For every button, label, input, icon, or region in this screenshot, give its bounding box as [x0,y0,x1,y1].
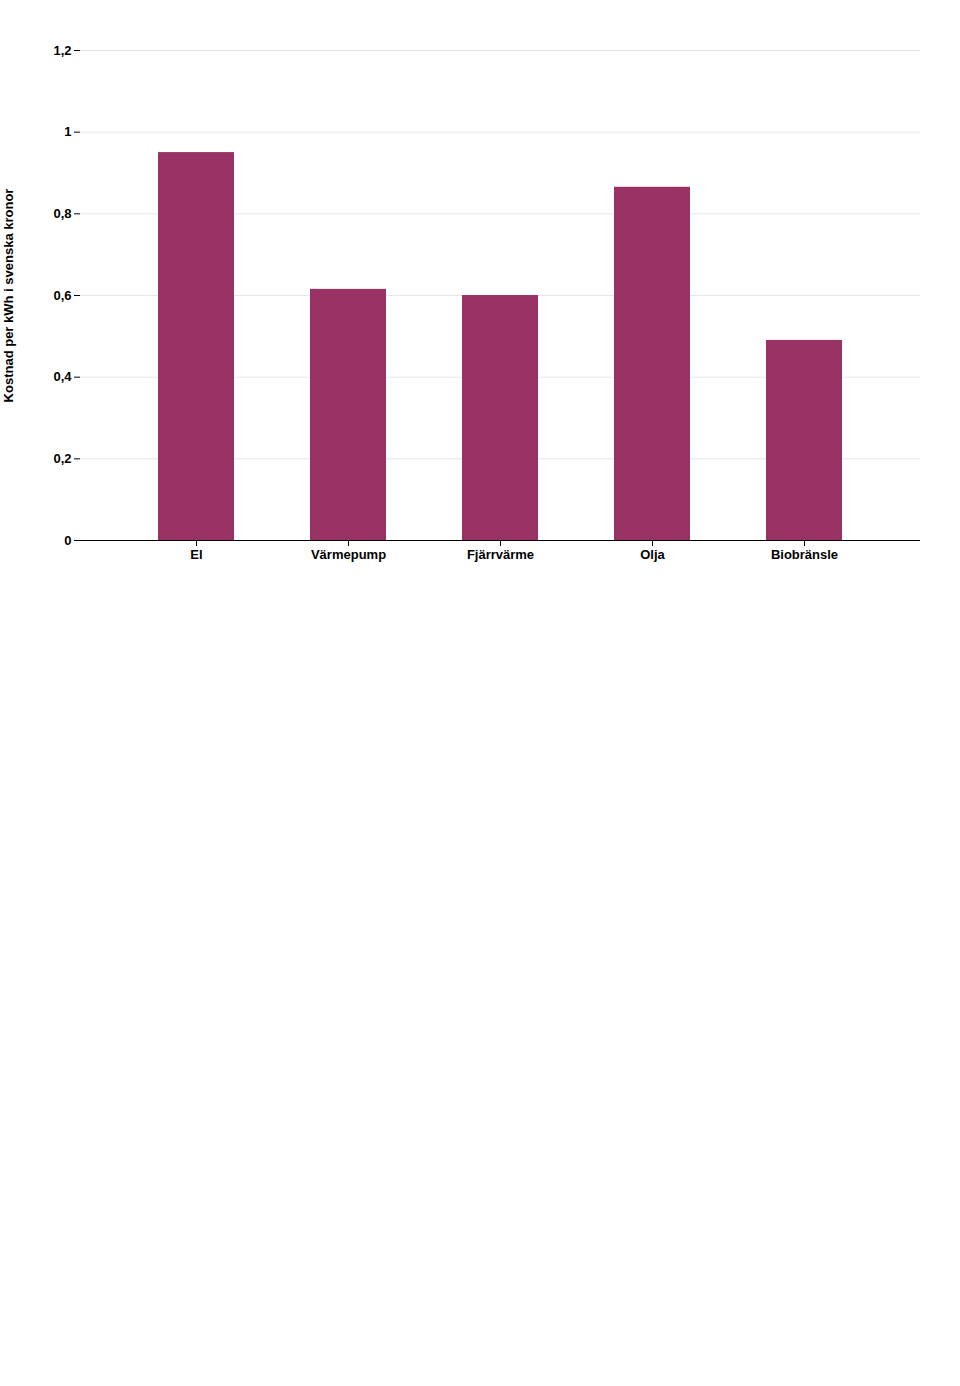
svg-text:0,2: 0,2 [53,451,71,466]
svg-text:0: 0 [64,533,71,548]
svg-text:Värmepump: Värmepump [311,547,386,562]
svg-text:Kostnad per kWh i svenska kron: Kostnad per kWh i svenska kronor [1,189,16,403]
svg-text:0,6: 0,6 [53,288,71,303]
svg-text:Biobränsle: Biobränsle [771,547,838,562]
svg-text:El: El [190,547,202,562]
svg-text:0,4: 0,4 [53,369,72,384]
svg-text:Olja: Olja [640,547,665,562]
svg-text:0,8: 0,8 [53,206,71,221]
svg-text:1: 1 [64,124,71,139]
svg-text:Fjärrvärme: Fjärrvärme [467,547,534,562]
svg-text:1,2: 1,2 [53,43,71,58]
